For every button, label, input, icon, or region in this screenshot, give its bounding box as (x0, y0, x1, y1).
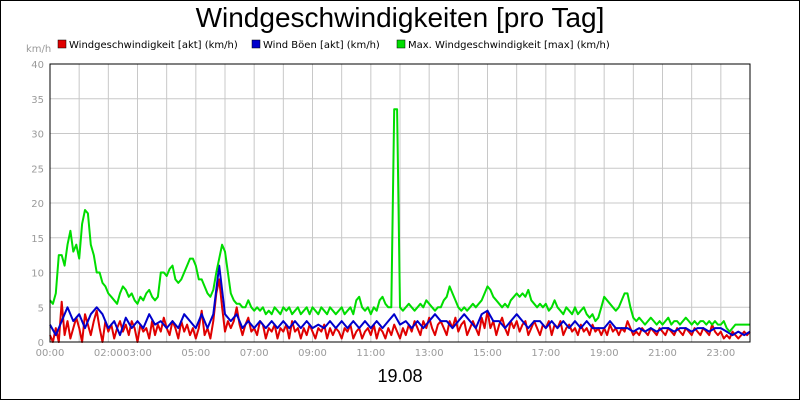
x-tick-label: 03:00 (123, 348, 152, 359)
series-line-3 (49, 108, 750, 333)
legend-label-1: Windgeschwindigkeit [akt] (km/h) (69, 40, 238, 51)
y-tick-label: 15 (31, 234, 44, 245)
series-layer (49, 108, 751, 343)
x-tick-label: 15:00 (473, 348, 502, 359)
chart-title: Windgeschwindigkeiten [pro Tag] (195, 2, 605, 33)
y-tick-label: 30 (31, 130, 44, 141)
legend-label-3: Max. Windgeschwindigkeit [max] (km/h) (408, 40, 610, 51)
y-tick-label: 0 (38, 338, 44, 349)
axis-layer: 0 5 10 15 20 25 30 35 40 km/h 00:00 02:00 03:00 05:00… (26, 44, 735, 359)
series-line-2 (49, 264, 751, 337)
x-axis-date-label: 19.08 (377, 366, 423, 386)
legend-swatch-2 (251, 39, 261, 49)
y-tick-label: 40 (31, 60, 44, 71)
y-axis-unit-label: km/h (26, 44, 51, 55)
legend: Windgeschwindigkeit [akt] (km/h) Wind Böe… (57, 39, 610, 51)
x-tick-label: 05:00 (181, 348, 210, 359)
y-tick-label: 5 (38, 303, 44, 314)
y-tick-label: 25 (31, 164, 44, 175)
x-tick-label: 19:00 (590, 348, 619, 359)
y-tick-label: 10 (31, 269, 44, 280)
legend-swatch-3 (396, 39, 406, 49)
x-tick-label: 00:00 (36, 348, 65, 359)
y-tick-label: 35 (31, 95, 44, 106)
x-tick-label: 23:00 (706, 348, 735, 359)
x-tick-label: 17:00 (531, 348, 560, 359)
legend-label-2: Wind Böen [akt] (km/h) (263, 40, 380, 51)
y-tick-label: 20 (31, 199, 44, 210)
legend-swatch-1 (57, 39, 67, 49)
x-tick-label: 02:00 (94, 348, 123, 359)
plot-border (49, 63, 751, 343)
x-tick-label: 11:00 (356, 348, 385, 359)
x-tick-label: 09:00 (298, 348, 327, 359)
x-tick-label: 21:00 (648, 348, 677, 359)
x-tick-label: 13:00 (415, 348, 444, 359)
x-tick-label: 07:00 (240, 348, 269, 359)
